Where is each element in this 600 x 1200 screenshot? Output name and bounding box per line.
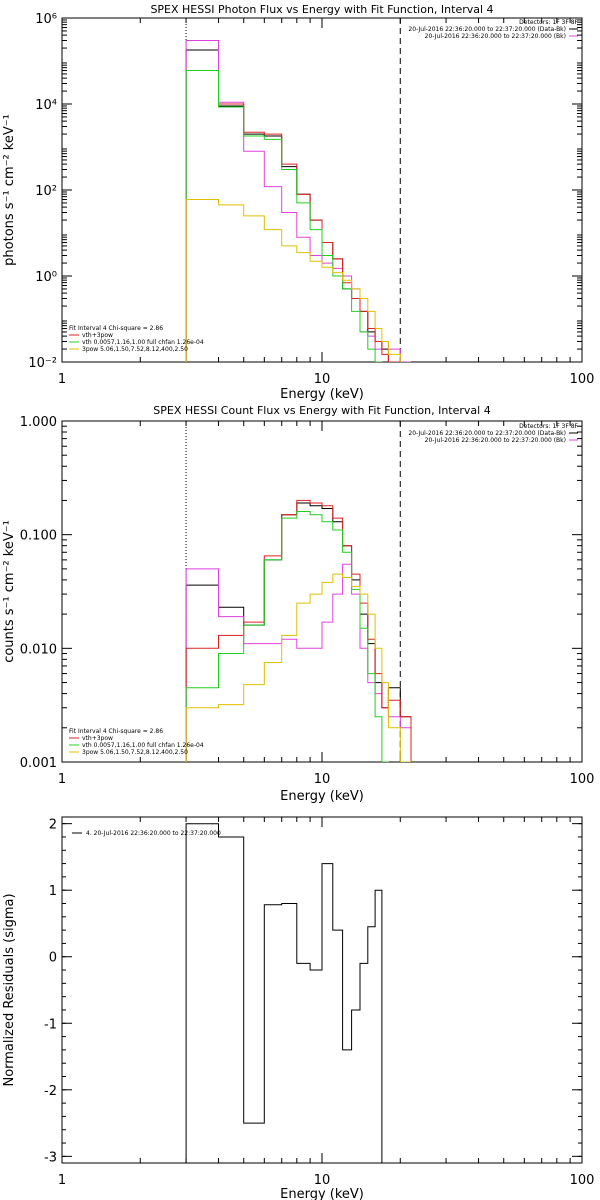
- x-axis-label: Energy (keV): [280, 387, 364, 402]
- y-tick-label: 10⁻²: [28, 356, 57, 371]
- legend-tr-label: 20-Jul-2016 22:36:20.000 to 22:37:20.000…: [408, 430, 566, 437]
- x-tick-label: 100: [570, 772, 595, 787]
- x-axis-label: Energy (keV): [280, 1187, 364, 1200]
- y-tick-label: -2: [44, 1084, 57, 1099]
- legend-label: 4. 20-Jul-2016 22:36:20.000 to 22:37:20.…: [86, 830, 221, 837]
- y-axis-label: photons s⁻¹ cm⁻² keV⁻¹: [2, 114, 17, 266]
- legend-fit-label: vth+3pow: [82, 332, 113, 339]
- series-data-bk: [185, 49, 412, 362]
- y-tick-label: 0.001: [20, 756, 57, 771]
- plot-frame: [61, 17, 583, 363]
- x-tick-label: 10: [314, 372, 331, 387]
- x-tick-label: 10: [314, 772, 331, 787]
- y-tick-label: 1: [49, 884, 57, 899]
- series-4-20-jul-2016-22-36-20-000-to-22-37-20-000: [185, 823, 383, 1163]
- legend-tr-label: 20-Jul-2016 22:36:20.000 to 22:37:20.000…: [408, 26, 566, 33]
- y-tick-label: 10⁰: [35, 270, 57, 285]
- legend-fit-label: 3pow 5.06,1.50,7.52,8.12,400,2.50: [82, 749, 188, 756]
- y-tick-label: 1.000: [20, 415, 57, 430]
- x-tick-label: 100: [570, 372, 595, 387]
- y-tick-label: 0.010: [20, 642, 57, 657]
- residuals-plot: Energy (keV) Normalized Residuals (sigma)…: [2, 816, 595, 1200]
- chart-title: SPEX HESSI Count Flux vs Energy with Fit…: [153, 404, 490, 417]
- series-bk: [185, 40, 411, 362]
- series-3pow: [185, 199, 412, 362]
- y-tick-label: -3: [44, 1150, 57, 1165]
- x-axis-label: Energy (keV): [280, 789, 364, 804]
- y-axis-label: Normalized Residuals (sigma): [2, 893, 17, 1086]
- series-vth: [185, 70, 412, 362]
- photon-flux-plot: SPEX HESSI Photon Flux vs Energy with Fi…: [2, 3, 594, 402]
- legend-detectors: Detectors: 1F 3F 8F: [519, 19, 578, 26]
- y-tick-label: 2: [49, 818, 57, 833]
- series-3pow: [185, 573, 411, 762]
- legend-fit-header: Fit Interval 4 Chi-square = 2.86: [69, 728, 163, 735]
- legend-fit-header: Fit Interval 4 Chi-square = 2.86: [69, 325, 163, 332]
- x-tick-label: 10: [314, 1173, 331, 1188]
- series-bk: [185, 563, 412, 762]
- legend-fit-label: vth 0.0057,1.16,1.00 full chfan 1.26e-04: [82, 339, 204, 346]
- legend-fit-label: 3pow 5.06,1.50,7.52,8.12,400,2.50: [82, 346, 188, 353]
- y-tick-label: 10²: [35, 184, 57, 199]
- legend-fit-label: vth+3pow: [82, 735, 113, 742]
- series-vth-3pow: [185, 499, 412, 762]
- legend-fit-label: vth 0.0057,1.16,1.00 full chfan 1.26e-04: [82, 742, 204, 749]
- series-vth: [185, 511, 412, 762]
- y-axis-label: counts s⁻¹ cm⁻² keV⁻¹: [2, 520, 17, 663]
- x-tick-label: 1: [58, 772, 66, 787]
- y-tick-label: -1: [44, 1017, 57, 1032]
- y-tick-label: 10⁶: [35, 12, 57, 27]
- count-flux-plot: SPEX HESSI Count Flux vs Energy with Fit…: [2, 404, 594, 804]
- x-tick-label: 1: [58, 1173, 66, 1188]
- y-tick-label: 10⁴: [35, 98, 57, 113]
- legend-tr-label: 20-Jul-2016 22:36:20.000 to 22:37:20.000…: [425, 33, 566, 40]
- y-tick-label: 0.100: [20, 529, 57, 544]
- legend-tr-label: 20-Jul-2016 22:36:20.000 to 22:37:20.000…: [425, 437, 566, 444]
- x-tick-label: 100: [570, 1173, 595, 1188]
- x-tick-label: 1: [58, 372, 66, 387]
- series-data-bk: [185, 502, 412, 762]
- legend-detectors: Detectors: 1F 3F 8F: [519, 423, 578, 430]
- chart-title: SPEX HESSI Photon Flux vs Energy with Fi…: [150, 3, 493, 16]
- y-tick-label: 0: [49, 951, 57, 966]
- series-vth-3pow: [185, 70, 412, 362]
